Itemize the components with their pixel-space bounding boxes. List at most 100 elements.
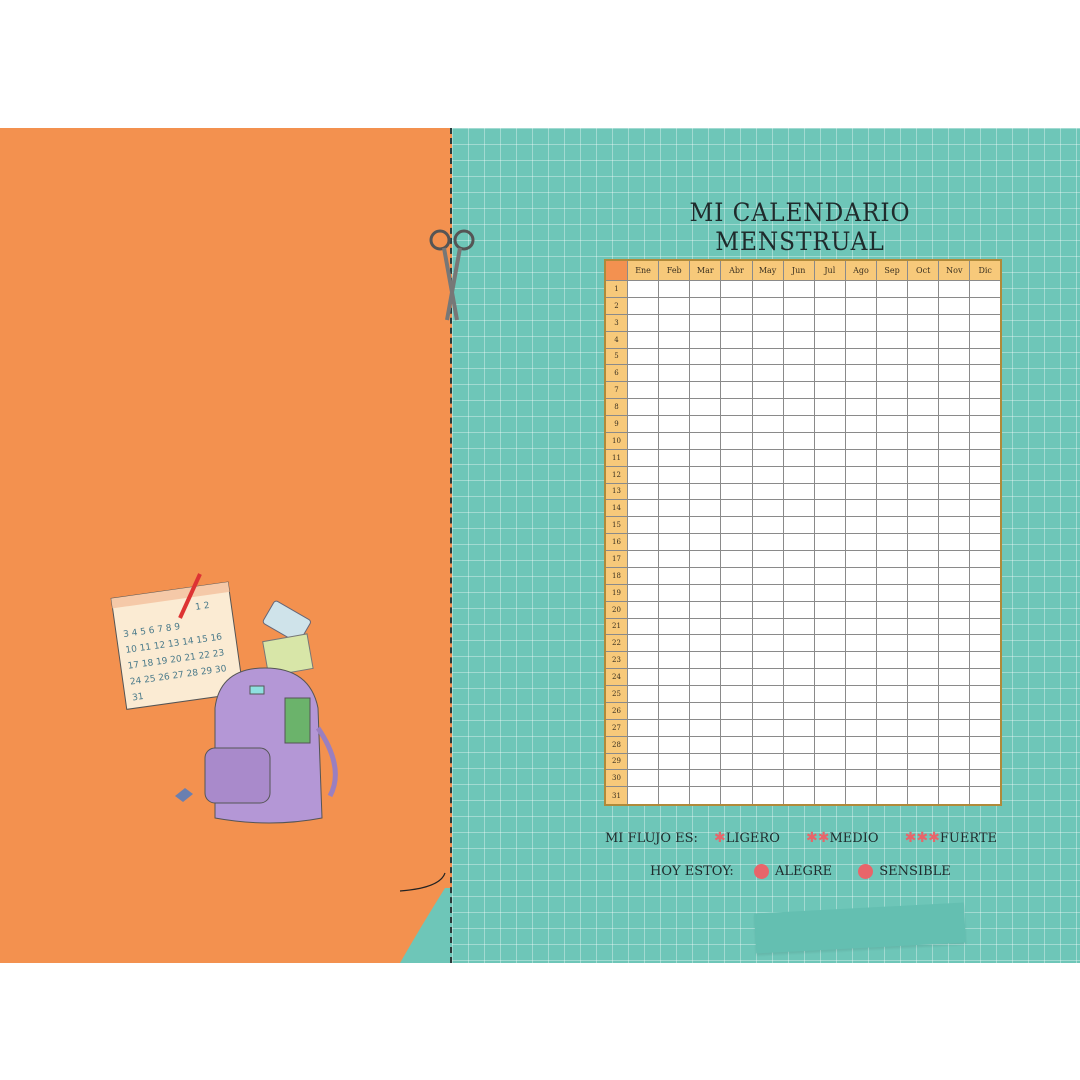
day-cell[interactable] [782,668,815,686]
day-cell[interactable] [720,786,753,806]
day-cell[interactable] [907,651,940,670]
day-cell[interactable] [969,364,1002,383]
day-cell[interactable] [813,583,846,602]
day-cell[interactable] [969,499,1002,518]
day-cell[interactable] [875,550,909,568]
day-cell[interactable] [938,617,971,636]
day-cell[interactable] [969,566,1002,585]
day-cell[interactable] [907,296,940,315]
day-cell[interactable] [875,735,909,754]
day-cell[interactable] [626,786,660,806]
day-cell[interactable] [938,398,971,416]
day-cell[interactable] [969,533,1002,551]
day-cell[interactable] [782,786,815,806]
day-cell[interactable] [844,280,878,298]
day-cell[interactable] [626,499,660,518]
day-cell[interactable] [658,296,691,315]
day-cell[interactable] [844,516,878,535]
day-cell[interactable] [907,280,940,298]
day-cell[interactable] [875,718,909,737]
day-cell[interactable] [658,516,691,535]
day-cell[interactable] [907,769,940,788]
day-cell[interactable] [658,769,691,788]
day-cell[interactable] [658,364,691,383]
day-cell[interactable] [720,685,753,703]
day-cell[interactable] [658,651,691,670]
day-cell[interactable] [658,566,691,585]
day-cell[interactable] [875,600,909,619]
day-cell[interactable] [782,769,815,788]
day-cell[interactable] [626,381,660,400]
day-cell[interactable] [689,415,722,433]
day-cell[interactable] [813,381,846,400]
day-cell[interactable] [626,313,660,332]
day-cell[interactable] [907,533,940,551]
day-cell[interactable] [689,617,722,636]
day-cell[interactable] [751,347,784,366]
day-cell[interactable] [782,533,815,551]
day-cell[interactable] [813,398,846,416]
day-cell[interactable] [751,735,784,754]
day-cell[interactable] [782,482,815,501]
day-cell[interactable] [751,752,784,771]
day-cell[interactable] [907,735,940,754]
day-cell[interactable] [969,347,1002,366]
day-cell[interactable] [751,786,784,806]
day-cell[interactable] [844,364,878,383]
day-cell[interactable] [875,566,909,585]
day-cell[interactable] [782,752,815,771]
day-cell[interactable] [907,752,940,771]
day-cell[interactable] [875,398,909,416]
day-cell[interactable] [720,533,753,551]
day-cell[interactable] [689,431,722,450]
day-cell[interactable] [844,550,878,568]
day-cell[interactable] [626,668,660,686]
day-cell[interactable] [813,280,846,298]
day-cell[interactable] [813,718,846,737]
day-cell[interactable] [720,566,753,585]
day-cell[interactable] [689,769,722,788]
day-cell[interactable] [626,448,660,467]
day-cell[interactable] [907,668,940,686]
day-cell[interactable] [751,533,784,551]
day-cell[interactable] [875,752,909,771]
day-cell[interactable] [658,313,691,332]
day-cell[interactable] [813,752,846,771]
day-cell[interactable] [782,330,815,349]
day-cell[interactable] [689,280,722,298]
day-cell[interactable] [969,735,1002,754]
day-cell[interactable] [907,617,940,636]
day-cell[interactable] [751,296,784,315]
day-cell[interactable] [875,296,909,315]
day-cell[interactable] [720,364,753,383]
day-cell[interactable] [782,583,815,602]
day-cell[interactable] [969,550,1002,568]
day-cell[interactable] [626,364,660,383]
day-cell[interactable] [720,347,753,366]
day-cell[interactable] [969,701,1002,720]
day-cell[interactable] [782,701,815,720]
day-cell[interactable] [720,651,753,670]
day-cell[interactable] [689,330,722,349]
day-cell[interactable] [813,685,846,703]
day-cell[interactable] [689,718,722,737]
day-cell[interactable] [875,516,909,535]
day-cell[interactable] [658,718,691,737]
day-cell[interactable] [938,718,971,737]
day-cell[interactable] [969,651,1002,670]
day-cell[interactable] [813,499,846,518]
day-cell[interactable] [626,415,660,433]
day-cell[interactable] [751,364,784,383]
day-cell[interactable] [813,701,846,720]
day-cell[interactable] [844,634,878,653]
day-cell[interactable] [626,533,660,551]
day-cell[interactable] [751,280,784,298]
day-cell[interactable] [875,381,909,400]
day-cell[interactable] [720,482,753,501]
day-cell[interactable] [875,685,909,703]
day-cell[interactable] [720,735,753,754]
day-cell[interactable] [689,550,722,568]
day-cell[interactable] [938,651,971,670]
day-cell[interactable] [875,668,909,686]
day-cell[interactable] [969,786,1002,806]
